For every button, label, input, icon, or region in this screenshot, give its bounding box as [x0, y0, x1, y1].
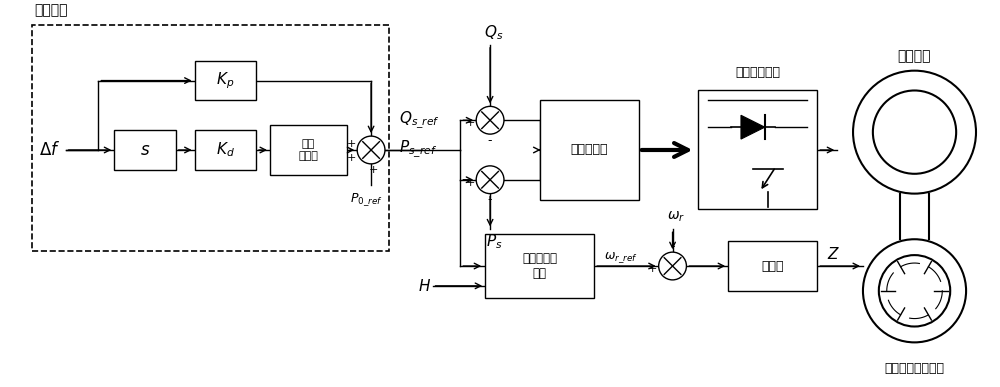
Text: 转子侧变换器: 转子侧变换器	[735, 65, 780, 79]
Bar	[485, 234, 594, 298]
Text: +: +	[466, 178, 475, 188]
Circle shape	[476, 106, 504, 134]
Circle shape	[659, 252, 686, 280]
Text: $\Delta f$: $\Delta f$	[39, 141, 60, 159]
Text: 可逆式水泵水轮机: 可逆式水泵水轮机	[885, 362, 945, 375]
Text: 调速器: 调速器	[761, 260, 784, 272]
Text: -: -	[670, 240, 675, 253]
Circle shape	[357, 136, 385, 164]
Text: $\boldsymbol{\omega_{r\_ref}}$: $\boldsymbol{\omega_{r\_ref}}$	[604, 251, 638, 265]
Text: +: +	[347, 139, 356, 149]
Bar	[698, 91, 817, 209]
Bar	[270, 125, 347, 175]
Bar	[728, 241, 817, 291]
Text: 最佳运行点
选择: 最佳运行点 选择	[522, 252, 557, 280]
Text: $\omega_r$: $\omega_r$	[667, 209, 686, 224]
Text: $\boldsymbol{Q_{s\_ref}}$: $\boldsymbol{Q_{s\_ref}}$	[399, 110, 440, 131]
Bar	[32, 25, 389, 251]
Text: -: -	[488, 193, 492, 206]
Text: 低通
滤波器: 低通 滤波器	[299, 139, 319, 161]
Text: +: +	[466, 118, 475, 128]
Circle shape	[476, 166, 504, 194]
Text: -: -	[488, 134, 492, 147]
Text: 双馈电机: 双馈电机	[898, 49, 931, 63]
Bar	[114, 130, 176, 170]
Text: 调频控制: 调频控制	[34, 3, 67, 17]
Text: +: +	[347, 153, 356, 163]
Text: $P_s$: $P_s$	[486, 232, 502, 250]
Circle shape	[863, 239, 966, 342]
Text: $\boldsymbol{P_{0\_ref}}$: $\boldsymbol{P_{0\_ref}}$	[350, 192, 382, 208]
Circle shape	[879, 255, 950, 327]
Text: $K_p$: $K_p$	[216, 70, 234, 91]
Text: $K_d$: $K_d$	[216, 140, 235, 159]
Text: 功率调节器: 功率调节器	[571, 144, 608, 156]
Bar	[540, 100, 639, 200]
Text: $Q_s$: $Q_s$	[484, 24, 504, 42]
Circle shape	[873, 91, 956, 174]
Text: $\boldsymbol{P_{s\_ref}}$: $\boldsymbol{P_{s\_ref}}$	[399, 139, 437, 161]
Bar	[195, 61, 256, 100]
Text: $Z$: $Z$	[827, 246, 840, 262]
Circle shape	[853, 71, 976, 194]
Text: +: +	[368, 165, 378, 175]
Polygon shape	[741, 115, 765, 139]
Bar	[195, 130, 256, 170]
Text: $H$: $H$	[418, 278, 431, 294]
Text: $s$: $s$	[140, 141, 150, 159]
Text: +: +	[648, 264, 657, 274]
